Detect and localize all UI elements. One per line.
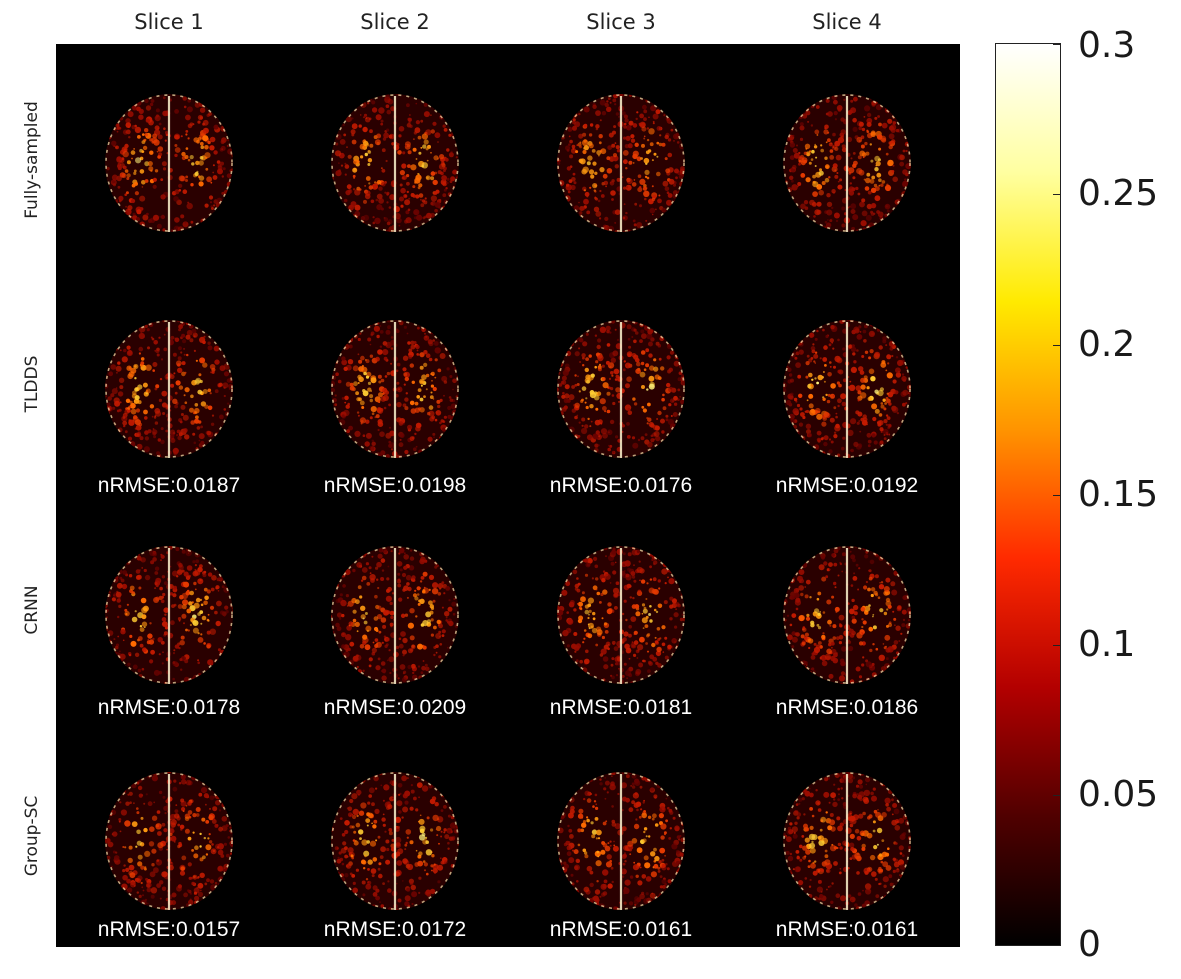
row-label-group-sc: Group-SC — [22, 795, 42, 877]
nrmse-label: nRMSE:0.0172 — [323, 918, 467, 941]
cell-crnn-slice-1: nRMSE:0.0178 — [56, 496, 282, 721]
nrmse-label: nRMSE:0.0161 — [549, 918, 693, 941]
cell-fully-sampled-slice-3 — [508, 44, 734, 269]
brain-map-image — [331, 772, 459, 910]
colorbar-tick-label: 0.25 — [1078, 173, 1159, 214]
brain-map-image — [331, 320, 459, 458]
colorbar-tick — [1053, 194, 1061, 195]
cell-group-sc-slice-4: nRMSE:0.0161 — [734, 722, 960, 947]
nrmse-label: nRMSE:0.0209 — [323, 696, 467, 719]
column-title-slice-2: Slice 2 — [360, 10, 430, 34]
colorbar-tick-label: 0.1 — [1078, 624, 1136, 665]
nrmse-label: nRMSE:0.0192 — [775, 474, 919, 497]
colorbar — [995, 43, 1061, 946]
brain-map-image — [105, 94, 233, 232]
cell-tldds-slice-4: nRMSE:0.0192 — [734, 270, 960, 497]
cell-crnn-slice-3: nRMSE:0.0181 — [508, 496, 734, 721]
colorbar-tick — [1053, 795, 1061, 796]
cell-tldds-slice-2: nRMSE:0.0198 — [282, 270, 508, 497]
brain-map-image — [557, 772, 685, 910]
nrmse-label: nRMSE:0.0176 — [549, 474, 693, 497]
column-title-slice-3: Slice 3 — [586, 10, 656, 34]
cell-group-sc-slice-3: nRMSE:0.0161 — [508, 722, 734, 947]
brain-map-image — [105, 546, 233, 684]
brain-map-image — [783, 320, 911, 458]
cell-crnn-slice-4: nRMSE:0.0186 — [734, 496, 960, 721]
brain-map-image — [557, 546, 685, 684]
colorbar-tick — [1053, 645, 1061, 646]
cell-fully-sampled-slice-1 — [56, 44, 282, 269]
nrmse-label: nRMSE:0.0157 — [97, 918, 241, 941]
brain-map-image — [557, 320, 685, 458]
row-label-tldds: TLDDS — [22, 355, 42, 413]
nrmse-label: nRMSE:0.0181 — [549, 696, 693, 719]
cell-crnn-slice-2: nRMSE:0.0209 — [282, 496, 508, 721]
nrmse-label: nRMSE:0.0198 — [323, 474, 467, 497]
colorbar-tick-label: 0.05 — [1078, 774, 1159, 815]
colorbar-tick — [1053, 945, 1061, 946]
brain-map-image — [331, 546, 459, 684]
brain-map-image — [105, 772, 233, 910]
cell-fully-sampled-slice-4 — [734, 44, 960, 269]
colorbar-tick-label: 0.3 — [1078, 25, 1136, 66]
nrmse-label: nRMSE:0.0186 — [775, 696, 919, 719]
column-title-slice-4: Slice 4 — [812, 10, 882, 34]
colorbar-tick-label: 0 — [1078, 924, 1101, 965]
row-label-crnn: CRNN — [22, 585, 42, 635]
row-label-fully-sampled: Fully-sampled — [22, 101, 42, 219]
brain-map-image — [105, 320, 233, 458]
column-title-slice-1: Slice 1 — [134, 10, 204, 34]
nrmse-label: nRMSE:0.0178 — [97, 696, 241, 719]
colorbar-tick-label: 0.15 — [1078, 474, 1159, 515]
cell-tldds-slice-1: nRMSE:0.0187 — [56, 270, 282, 497]
nrmse-label: nRMSE:0.0161 — [775, 918, 919, 941]
colorbar-tick — [1053, 495, 1061, 496]
brain-map-image — [557, 94, 685, 232]
brain-map-image — [331, 94, 459, 232]
cell-tldds-slice-3: nRMSE:0.0176 — [508, 270, 734, 497]
brain-image-grid: nRMSE:0.0187 nRMSE:0.0198 nRMSE:0.0176 n… — [56, 44, 960, 947]
brain-map-image — [783, 546, 911, 684]
brain-map-image — [783, 772, 911, 910]
nrmse-label: nRMSE:0.0187 — [97, 474, 241, 497]
colorbar-tick — [1053, 345, 1061, 346]
colorbar-tick — [1053, 44, 1061, 45]
cell-group-sc-slice-1: nRMSE:0.0157 — [56, 722, 282, 947]
cell-group-sc-slice-2: nRMSE:0.0172 — [282, 722, 508, 947]
colorbar-tick-label: 0.2 — [1078, 324, 1136, 365]
cell-fully-sampled-slice-2 — [282, 44, 508, 269]
brain-map-image — [783, 94, 911, 232]
